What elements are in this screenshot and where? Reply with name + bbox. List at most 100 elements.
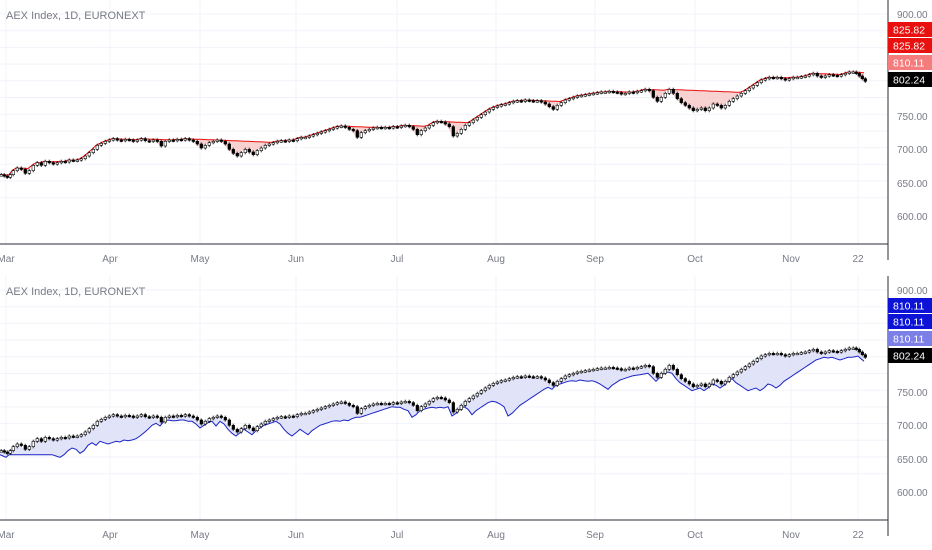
candle-body — [99, 143, 103, 146]
candle-body — [811, 349, 815, 352]
candle-body — [315, 133, 319, 136]
candle-body — [839, 350, 843, 353]
x-tick-label: Mar — [0, 530, 15, 541]
candle-body — [107, 139, 111, 142]
candle-body — [211, 417, 215, 420]
candle-body — [23, 169, 27, 174]
candle-body — [815, 73, 819, 77]
candle-body — [511, 101, 515, 104]
x-tick-label: Apr — [102, 254, 118, 265]
candle-body — [759, 355, 763, 359]
candle-body — [343, 401, 347, 404]
price-tag-box — [888, 314, 932, 329]
candle-body — [667, 365, 671, 370]
price-tag-label: 802.24 — [893, 75, 925, 87]
candle-body — [167, 415, 171, 418]
candle-body — [35, 438, 39, 442]
x-tick-label: Aug — [487, 530, 505, 541]
candle-body — [103, 141, 107, 144]
candle-body — [854, 347, 858, 350]
candle-body — [131, 415, 135, 418]
candle-body — [615, 91, 619, 94]
candle-body — [719, 105, 723, 109]
y-tick-label: 650.00 — [897, 455, 928, 466]
candle-body — [735, 95, 739, 99]
candle-body — [635, 91, 639, 94]
candle-body — [327, 129, 331, 132]
candle-body — [851, 347, 855, 350]
candle-body — [171, 139, 175, 142]
candle-body — [103, 417, 107, 420]
candle-body — [567, 98, 571, 101]
candle-body — [663, 369, 667, 374]
candle-body — [483, 111, 487, 115]
candle-body — [579, 371, 583, 374]
candle-body — [575, 95, 579, 98]
overlay-line — [0, 355, 865, 458]
candle-body — [143, 138, 147, 141]
price-tag-label: 810.11 — [893, 301, 924, 313]
candle-body — [547, 379, 551, 383]
candle-body — [707, 107, 711, 111]
candle-body — [175, 139, 179, 142]
x-tick-label: Jun — [288, 530, 304, 541]
candle-body — [699, 107, 703, 110]
candle-body — [5, 175, 9, 178]
candle-body — [391, 126, 395, 129]
candle-body — [35, 162, 39, 166]
x-tick-label: Aug — [487, 254, 505, 265]
candle-body — [311, 410, 315, 413]
candle-body — [31, 165, 35, 171]
candle-body — [835, 75, 839, 78]
candle-body — [111, 414, 115, 417]
candle-body — [795, 77, 799, 80]
candle-body — [151, 415, 155, 418]
candle-body — [383, 403, 387, 406]
candle-body — [183, 414, 187, 417]
x-tick-label: Oct — [687, 254, 703, 265]
candle-body — [27, 170, 31, 174]
candle-body — [691, 107, 695, 111]
candle-body — [443, 397, 447, 401]
candle-body — [715, 103, 719, 106]
candle-body — [307, 411, 311, 414]
candle-body — [571, 373, 575, 376]
candle-body — [857, 73, 861, 77]
candle-body — [711, 379, 715, 385]
candle-body — [75, 159, 79, 162]
candle-body — [39, 162, 43, 166]
candle-body — [795, 353, 799, 356]
candle-body — [219, 415, 223, 418]
candle-body — [783, 354, 787, 357]
candle-body — [51, 162, 55, 165]
candle-body — [223, 417, 227, 421]
candle-body — [127, 415, 131, 418]
candle-body — [131, 139, 135, 142]
candle-body — [367, 405, 371, 408]
candle-body — [599, 367, 603, 370]
candle-body — [643, 89, 647, 92]
candle-body — [671, 89, 675, 94]
candle-body — [683, 102, 687, 106]
candle-body — [255, 150, 259, 155]
x-tick-label: May — [191, 530, 210, 541]
candle-body — [75, 435, 79, 438]
candle-body — [323, 406, 327, 409]
candle-body — [567, 374, 571, 377]
candle-body — [735, 371, 739, 375]
candle-body — [531, 100, 535, 103]
y-tick-label: 900.00 — [897, 286, 928, 297]
candle-body — [763, 78, 767, 81]
candle-body — [327, 405, 331, 408]
candle-body — [279, 416, 283, 419]
candle-body — [699, 383, 703, 386]
candle-body — [251, 427, 255, 431]
candle-body — [163, 141, 167, 147]
candle-body — [747, 87, 751, 91]
candle-body — [727, 377, 731, 382]
candle-body — [787, 78, 791, 81]
candle-body — [803, 75, 807, 78]
candle-body — [459, 129, 463, 134]
bottom-panel: AEX Index, 1D, EURONEXT 900.00 750.00 700.0… — [0, 276, 932, 541]
